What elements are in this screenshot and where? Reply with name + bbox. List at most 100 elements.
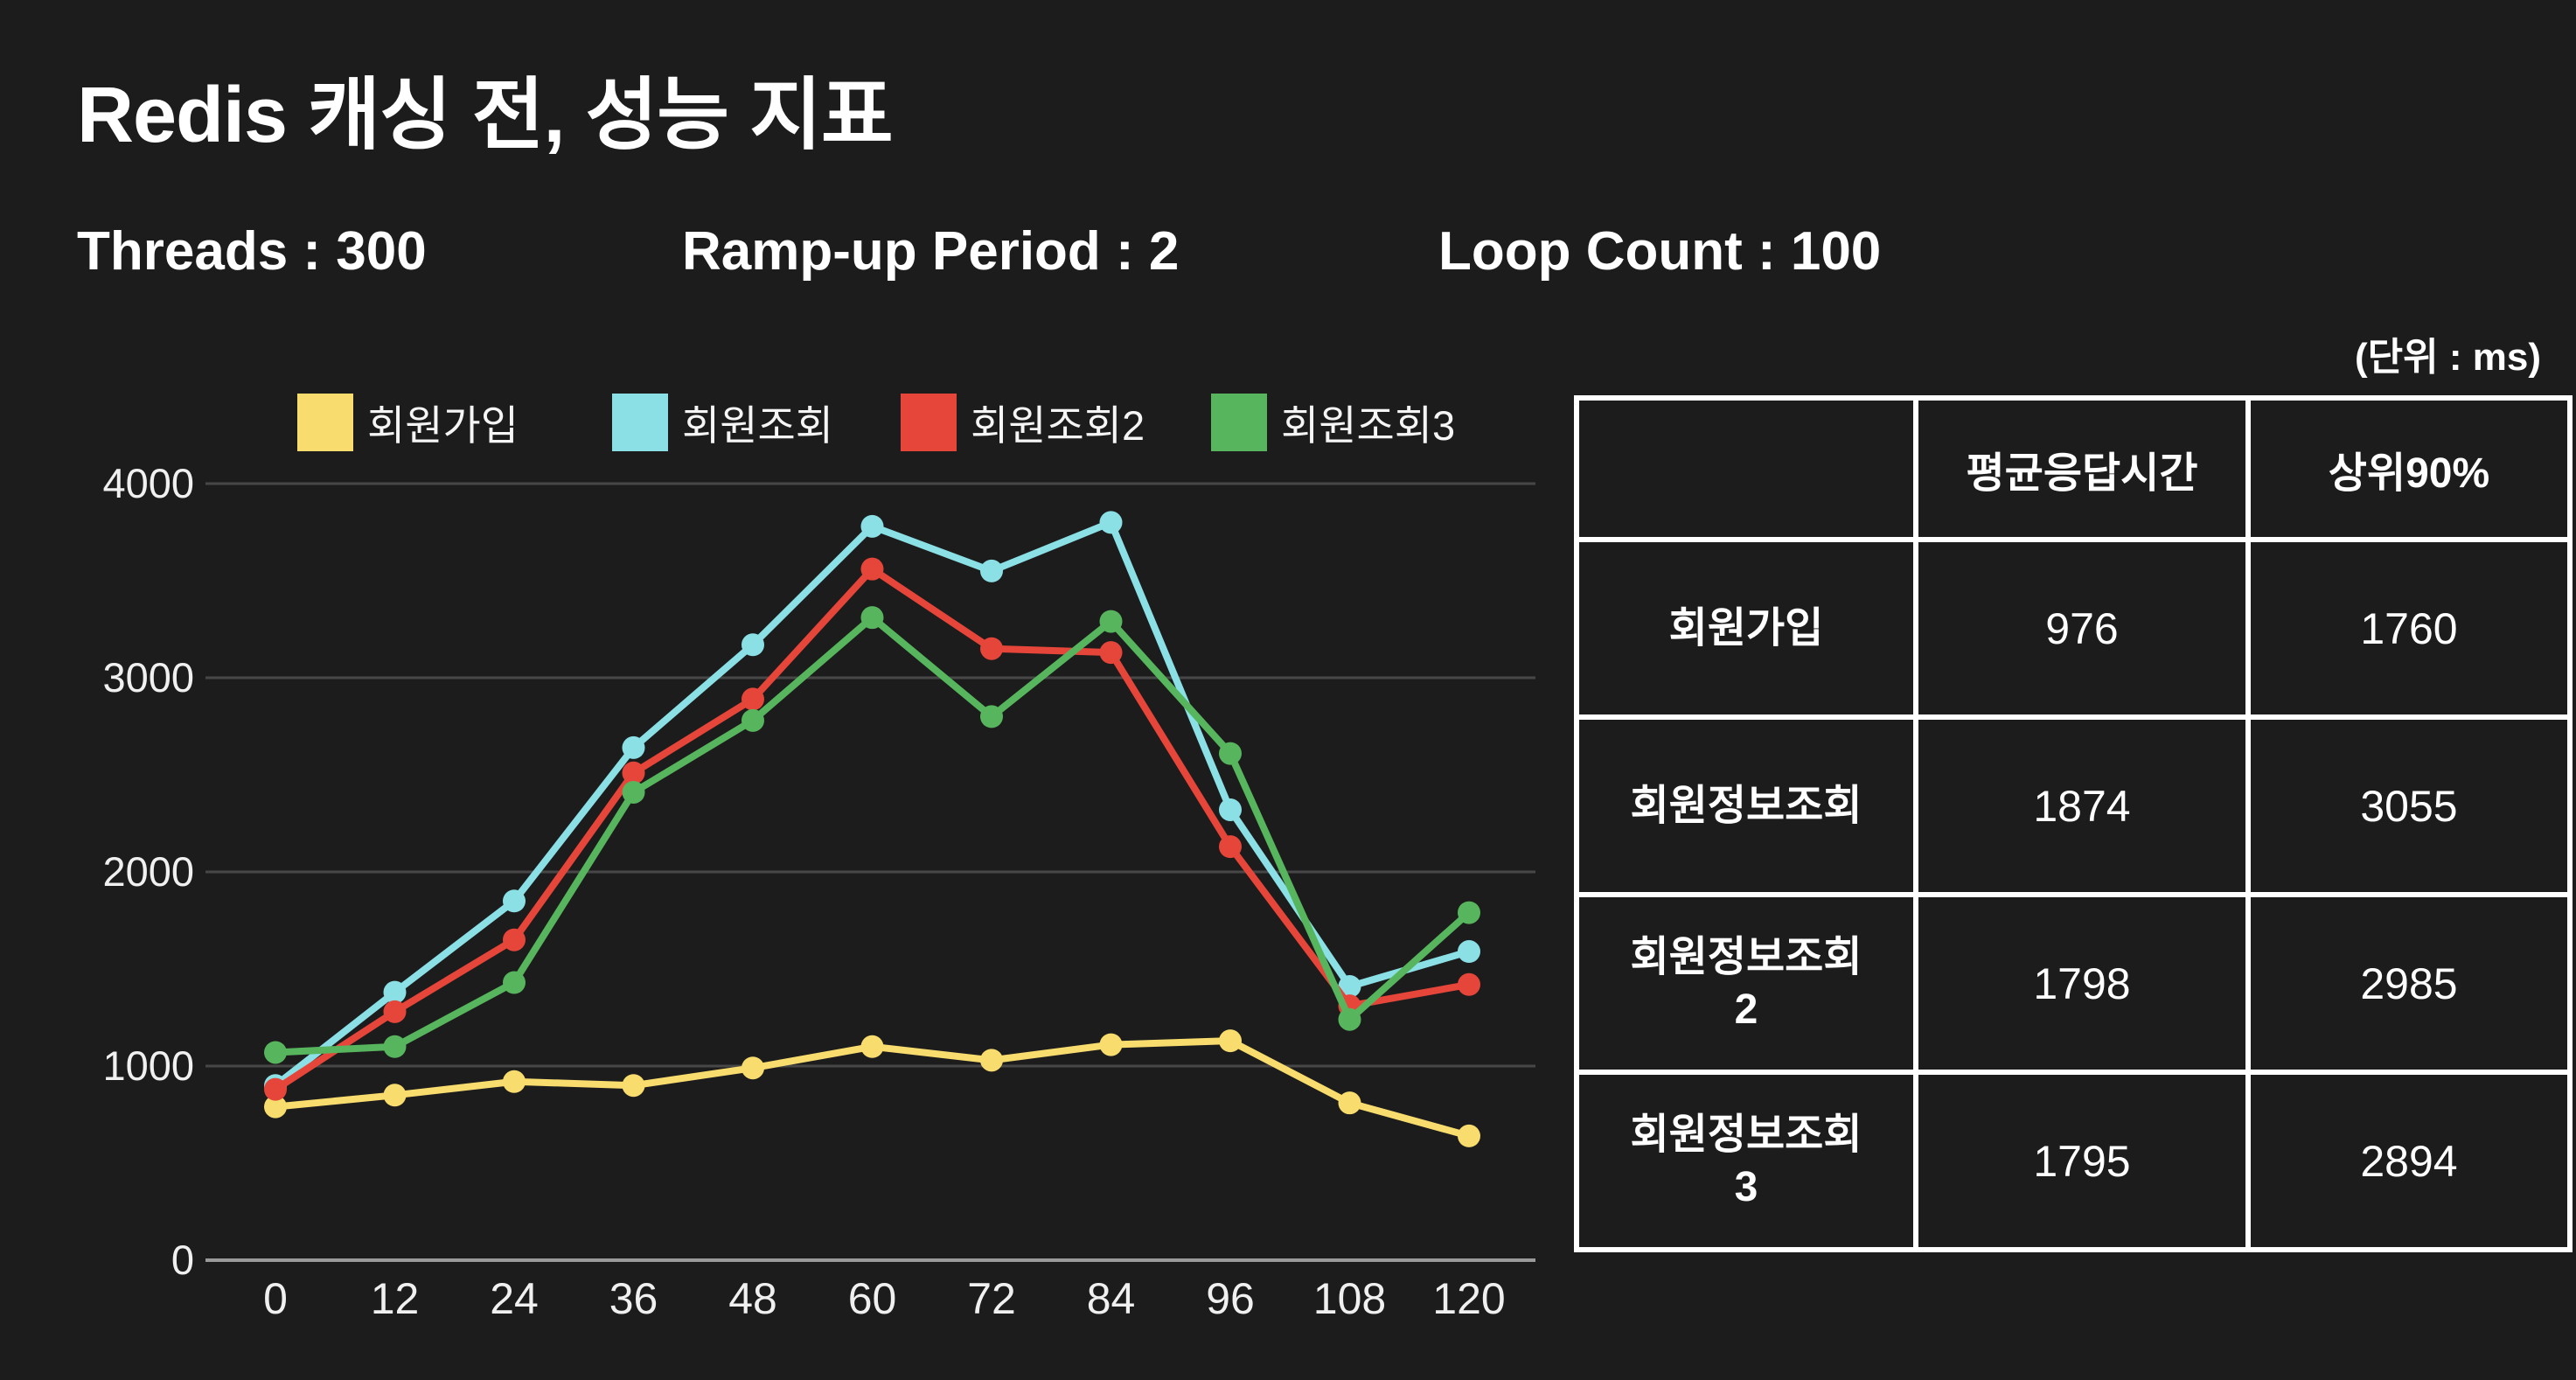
row-label: 회원정보조회 [1574,714,1918,897]
data-point [503,971,526,994]
x-tick-label: 0 [263,1274,288,1323]
data-point [503,889,526,913]
data-point [860,1035,884,1058]
series-line-회원조회3 [272,614,1472,1056]
avg-value: 1795 [1913,1070,2251,1252]
legend-item-lookup3: 회원조회3 [1211,392,1455,452]
data-point [1219,1029,1242,1053]
data-point [1458,1124,1480,1147]
legend-swatch-lookup1 [612,393,668,451]
legend-swatch-signup [297,393,353,451]
legend-item-signup: 회원가입 [297,392,519,452]
x-tick-label: 24 [490,1274,539,1323]
data-point [741,687,764,711]
data-point [1219,835,1242,859]
data-point [741,1056,764,1080]
table-row: 회원가입 976 1760 [1574,537,2573,720]
y-tick-label: 4000 [102,460,194,506]
data-point [1099,641,1123,665]
data-point [860,606,884,630]
table-row: 회원정보조회 3 1795 2894 [1574,1070,2573,1252]
data-point [383,1084,407,1107]
table-row: 회원정보조회 2 1798 2985 [1574,892,2573,1075]
data-point [1458,901,1480,924]
data-point [264,1095,287,1119]
table-row: 회원정보조회 1874 3055 [1574,714,2573,897]
data-point [860,557,884,581]
data-point [860,514,884,538]
header-cell-p90: 상위90% [2245,395,2573,542]
legend-swatch-lookup3 [1211,393,1267,451]
legend-label-lookup1: 회원조회 [682,402,833,449]
data-point [980,559,1003,582]
data-point [1099,610,1123,633]
row-label: 회원정보조회 3 [1574,1070,1918,1252]
p90-value: 1760 [2245,537,2573,720]
x-tick-label: 84 [1087,1274,1136,1323]
data-point [264,1041,287,1064]
legend-label-signup: 회원가입 [367,402,519,449]
unit-note: (단위 : ms) [2355,336,2541,379]
param-threads: Threads : 300 [77,221,427,282]
x-tick-label: 96 [1206,1274,1255,1323]
data-point [1099,511,1123,534]
legend-label-lookup3: 회원조회3 [1281,402,1456,449]
page-title: Redis 캐싱 전, 성능 지표 [77,72,894,159]
x-tick-label: 108 [1313,1274,1386,1323]
param-rampup: Ramp-up Period : 2 [682,221,1180,282]
test-parameters: Threads : 300 Ramp-up Period : 2 Loop Co… [0,220,2576,299]
y-tick-label: 0 [171,1237,194,1283]
y-tick-label: 2000 [102,848,194,895]
row-label: 회원정보조회 2 [1574,892,1918,1075]
table-header-row: 평균응답시간 상위90% [1574,395,2573,542]
legend-swatch-lookup2 [901,393,957,451]
data-point [1458,972,1480,996]
data-point [622,735,645,759]
legend-item-lookup2: 회원조회2 [901,392,1145,452]
data-point [1338,1091,1361,1115]
avg-value: 976 [1913,537,2251,720]
p90-value: 2985 [2245,892,2573,1075]
legend-item-lookup1: 회원조회 [612,392,833,452]
data-point [1219,742,1242,765]
data-point [503,1070,526,1093]
x-tick-label: 72 [967,1274,1016,1323]
p90-value: 3055 [2245,714,2573,897]
line-chart: 0 1000 2000 3000 4000 0 12 24 36 48 60 72 84 96 108 120 [102,460,1535,1323]
param-loopcount: Loop Count : 100 [1438,221,1882,282]
x-tick-label: 120 [1432,1274,1505,1323]
data-point [383,1035,407,1058]
row-label: 회원가입 [1574,537,1918,720]
data-point [741,708,764,732]
data-point [383,980,407,1004]
data-point [264,1077,287,1101]
data-point [622,780,645,804]
avg-value: 1798 [1913,892,2251,1075]
x-tick-label: 36 [609,1274,658,1323]
header-cell-avg: 평균응답시간 [1913,395,2251,542]
results-table: 평균응답시간 상위90% 회원가입 976 1760 회원정보조회 1874 3… [1574,395,2573,1252]
data-point [1219,798,1242,821]
data-point [383,1000,407,1023]
avg-value: 1874 [1913,714,2251,897]
data-point [1099,1033,1123,1056]
y-tick-label: 3000 [102,654,194,700]
data-point [1338,974,1361,998]
x-tick-label: 12 [371,1274,420,1323]
y-tick-label: 1000 [102,1042,194,1089]
data-point [1458,940,1480,964]
data-point [503,928,526,951]
data-point [980,637,1003,660]
data-point [741,633,764,657]
data-point [622,761,645,784]
data-point [980,705,1003,728]
x-tick-label: 48 [728,1274,777,1323]
data-point [1338,1007,1361,1031]
legend-label-lookup2: 회원조회2 [971,402,1145,449]
header-cell-empty [1574,395,1918,542]
data-point [622,1074,645,1098]
p90-value: 2894 [2245,1070,2573,1252]
data-point [980,1049,1003,1072]
x-tick-label: 60 [848,1274,897,1323]
